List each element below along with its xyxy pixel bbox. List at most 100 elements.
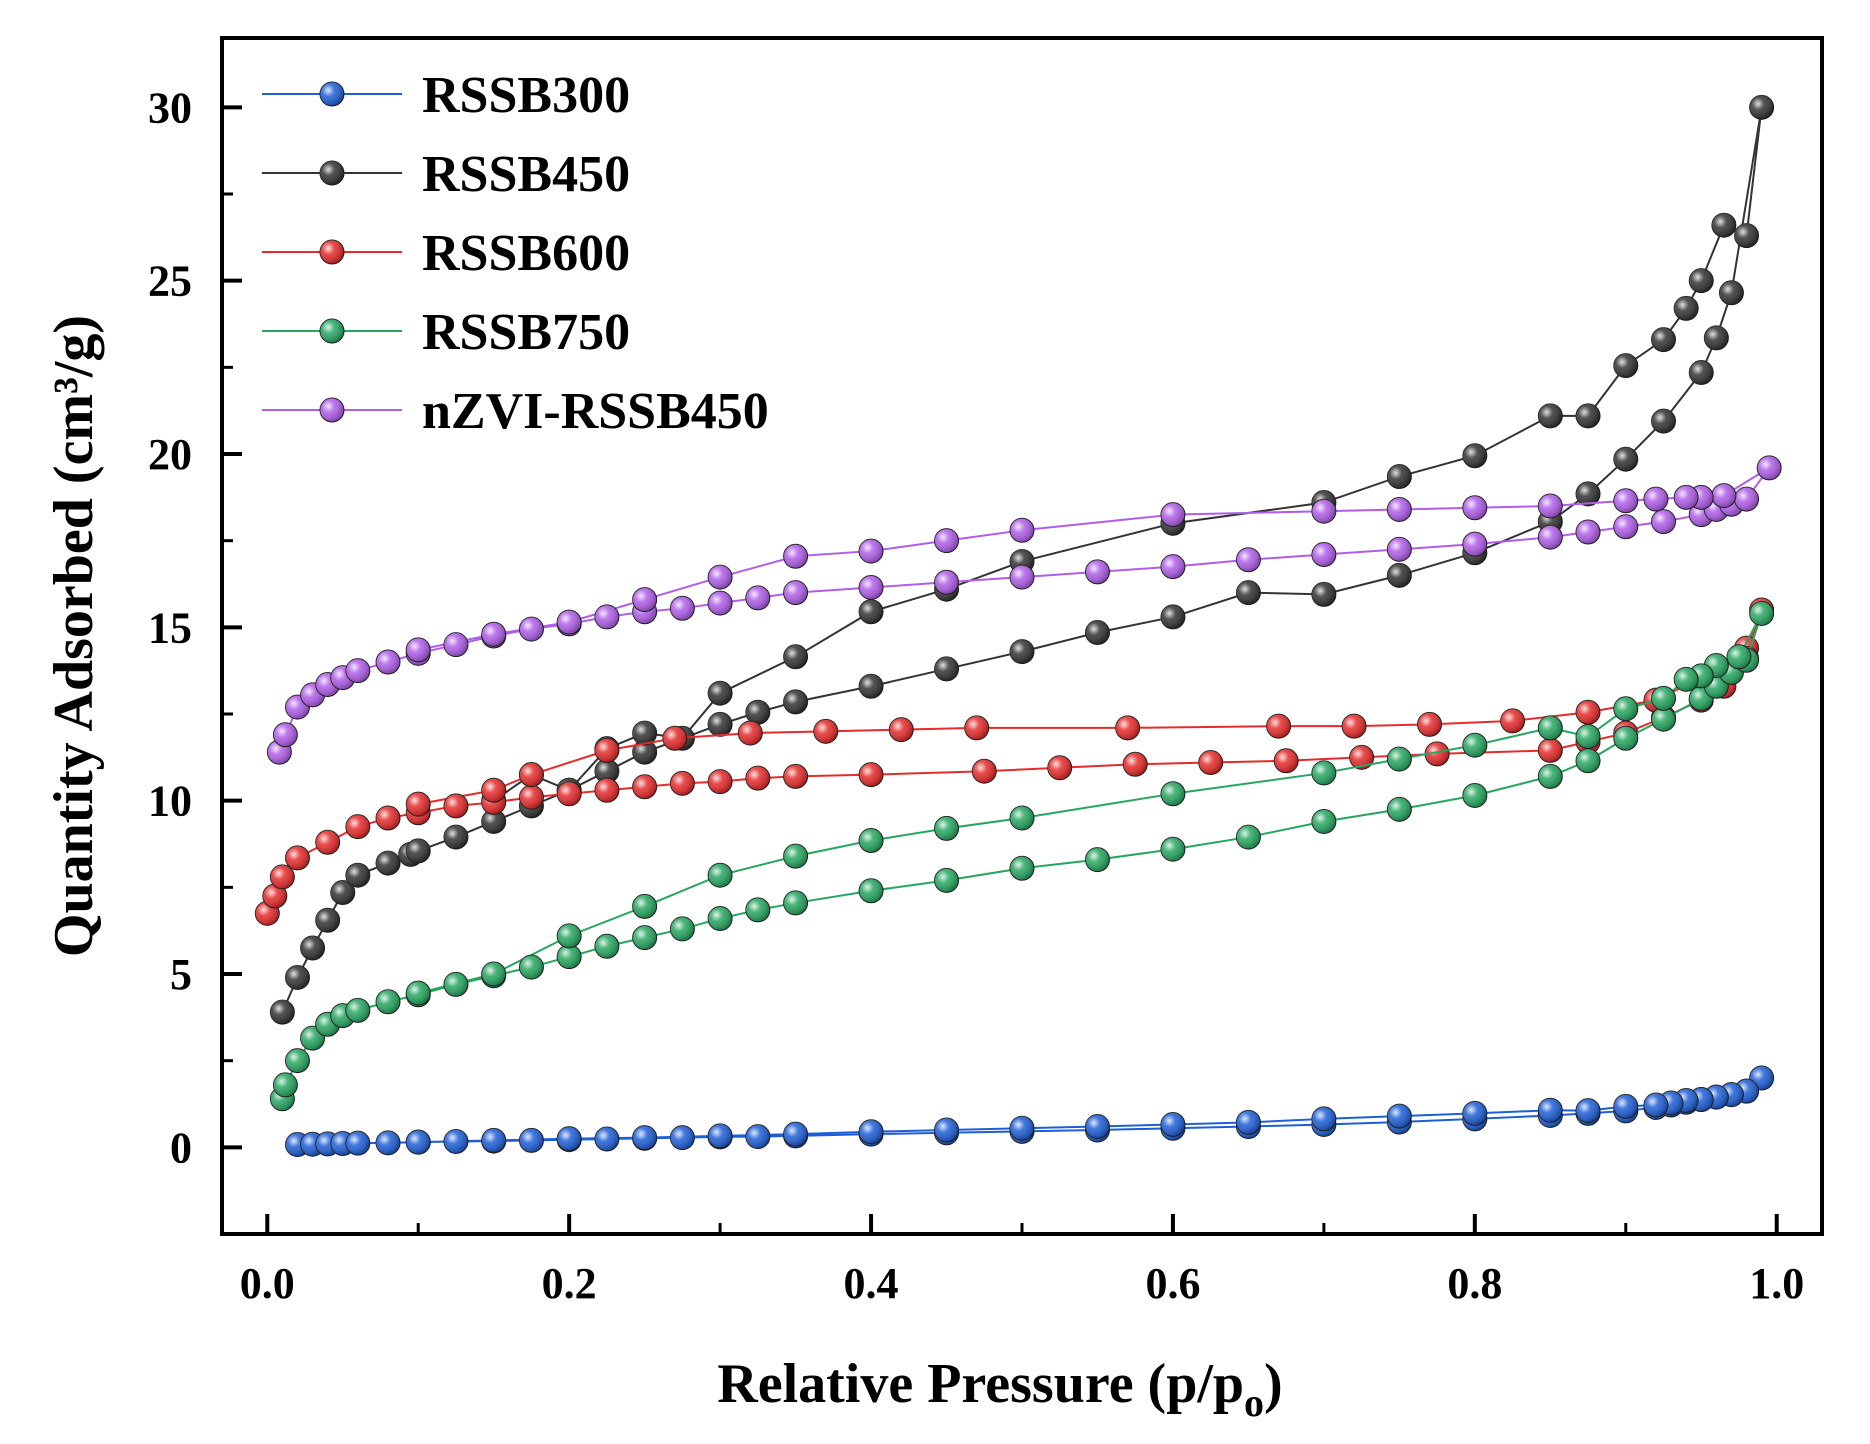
data-point-highlight	[406, 1130, 431, 1155]
data-point-highlight	[443, 972, 468, 997]
data-point-highlight	[670, 916, 695, 941]
data-point-highlight	[594, 604, 619, 629]
data-point-highlight	[1651, 707, 1676, 732]
data-point-highlight	[1085, 559, 1110, 584]
data-point-highlight	[594, 778, 619, 803]
data-point-highlight	[315, 908, 340, 933]
data-point-highlight	[670, 596, 695, 621]
data-point-highlight	[859, 878, 884, 903]
x-axis-label: Relative Pressure (p/po)	[717, 1353, 1282, 1425]
data-point-highlight	[1115, 715, 1140, 740]
data-point-highlight	[1538, 1098, 1563, 1123]
data-point-highlight	[632, 894, 657, 919]
data-point-highlight	[1160, 781, 1185, 806]
data-point-highlight	[1651, 327, 1676, 352]
data-point-highlight	[1734, 223, 1759, 248]
data-point-highlight	[345, 998, 370, 1023]
data-point-highlight	[859, 575, 884, 600]
data-point-highlight	[376, 1130, 401, 1155]
y-tick-label: 10	[148, 777, 192, 826]
data-point-highlight	[1236, 580, 1261, 605]
data-point-highlight	[632, 1125, 657, 1150]
data-point-highlight	[632, 587, 657, 612]
data-point-highlight	[594, 738, 619, 763]
legend-item: RSSB300	[262, 67, 630, 124]
data-point-highlight	[934, 1118, 959, 1142]
data-point-highlight	[1651, 686, 1676, 711]
y-axis-label: Quantity Adsorbed (cm³/g)	[43, 315, 105, 957]
data-point-highlight	[1674, 296, 1699, 321]
data-point-highlight	[1010, 806, 1034, 830]
data-point-highlight	[859, 674, 884, 699]
data-point-highlight	[632, 721, 657, 746]
data-point-highlight	[783, 844, 808, 869]
data-point-highlight	[1010, 1116, 1034, 1141]
data-point-highlight	[1311, 582, 1336, 607]
data-point-highlight	[1236, 825, 1261, 850]
data-point-highlight	[859, 599, 884, 624]
data-point-highlight	[557, 923, 582, 948]
y-tick-label: 25	[148, 257, 192, 306]
y-tick-label: 15	[148, 603, 192, 652]
data-point-highlight	[859, 828, 884, 853]
data-point-highlight	[1387, 563, 1412, 588]
data-point-highlight	[1160, 554, 1185, 579]
data-point-highlight	[813, 719, 838, 744]
data-point-highlight	[315, 830, 340, 855]
data-point-highlight	[783, 644, 808, 669]
data-point-highlight	[745, 700, 770, 725]
data-point-highlight	[285, 965, 310, 990]
data-point-highlight	[632, 774, 657, 799]
data-point-highlight	[1010, 856, 1034, 881]
data-point-highlight	[557, 944, 582, 969]
data-point-highlight	[1689, 268, 1714, 293]
series-rssb300	[284, 1065, 1775, 1158]
data-point-highlight	[1613, 488, 1638, 513]
data-point-highlight	[745, 766, 770, 791]
data-point-highlight	[1462, 443, 1487, 468]
data-point-highlight	[783, 580, 808, 605]
legend-item: RSSB600	[262, 225, 630, 282]
x-tick-label: 0.8	[1447, 1259, 1502, 1308]
data-point-highlight	[594, 759, 619, 784]
data-point-highlight	[285, 1048, 310, 1073]
data-point-highlight	[481, 1128, 506, 1153]
data-point-highlight	[376, 650, 401, 674]
data-point-highlight	[859, 539, 884, 564]
data-point-highlight	[1342, 714, 1367, 739]
data-point-highlight	[745, 897, 770, 922]
data-point-highlight	[519, 617, 544, 642]
data-point-highlight	[708, 681, 733, 706]
data-point-highlight	[1726, 644, 1751, 669]
series-layer	[254, 94, 1782, 1158]
data-point-highlight	[1704, 325, 1729, 350]
data-point-highlight	[406, 637, 431, 662]
x-tick-label: 1.0	[1749, 1259, 1804, 1308]
data-point-highlight	[557, 610, 582, 635]
data-point-highlight	[1010, 639, 1034, 664]
data-point-highlight	[1643, 1093, 1668, 1118]
data-point-highlight	[1576, 700, 1601, 725]
data-point-highlight	[1500, 708, 1525, 733]
legend-marker-highlight	[320, 319, 344, 343]
data-point-highlight	[1734, 487, 1759, 512]
data-point-highlight	[481, 622, 506, 647]
data-point-highlight	[376, 851, 401, 876]
data-point-highlight	[1576, 520, 1601, 544]
data-point-highlight	[934, 656, 959, 681]
data-point-highlight	[443, 825, 468, 850]
data-point-highlight	[1198, 750, 1223, 775]
data-point-highlight	[1711, 213, 1736, 238]
data-point-highlight	[1387, 464, 1412, 489]
data-point-highlight	[1576, 724, 1601, 749]
data-point-highlight	[1576, 1098, 1601, 1123]
data-point-highlight	[406, 838, 431, 863]
data-point-highlight	[783, 689, 808, 714]
data-point-highlight	[443, 1129, 468, 1154]
data-point-highlight	[262, 884, 287, 908]
data-point-highlight	[1236, 1110, 1261, 1135]
x-tick-label: 0.0	[240, 1259, 295, 1308]
data-point-highlight	[708, 1123, 733, 1148]
data-point-highlight	[481, 962, 506, 986]
